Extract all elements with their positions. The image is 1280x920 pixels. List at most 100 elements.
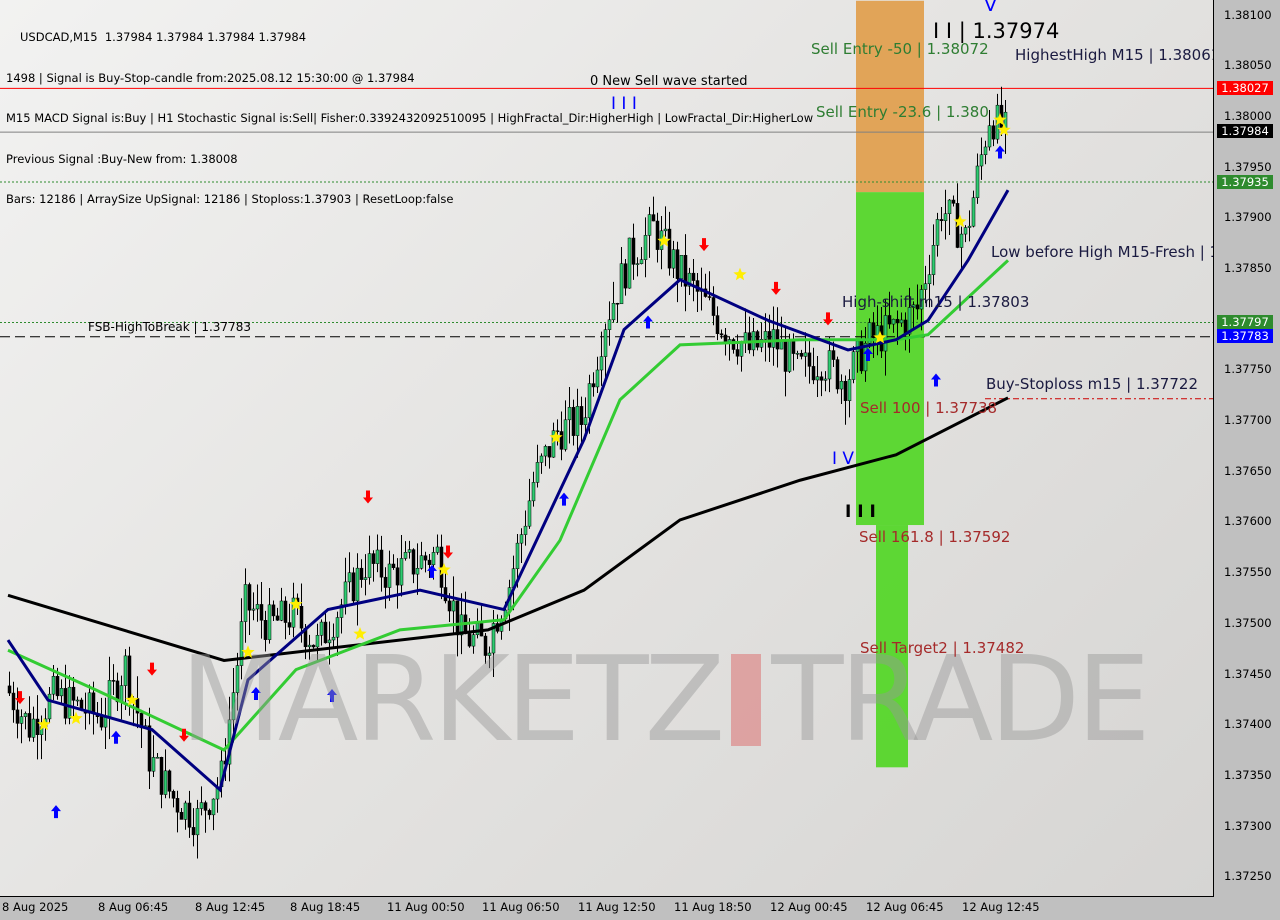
candle-body [827,350,832,380]
time-tick: 8 Aug 12:45 [195,900,266,914]
candle-body [455,600,460,636]
candle-body [279,600,284,621]
candle-body [627,237,632,289]
signal-star-icon [241,645,255,658]
previous-signal-text: Previous Signal :Buy-New from: 1.38008 [6,151,238,166]
candle-body [763,331,768,340]
chart-plot-area[interactable]: MARKETZ TRADE USDCAD,M15 1.37984 1.37984 … [0,0,1214,897]
buy-arrow-icon [643,315,653,329]
candle-body [175,798,180,813]
candle-body [755,331,760,348]
price-chart[interactable] [0,0,1213,896]
candle-body [59,688,64,697]
candle-body [115,680,120,703]
candle-body [291,597,296,628]
candle-body [451,600,456,612]
candle-body [415,568,420,575]
candle-body [671,249,676,269]
candle-body [31,718,36,738]
price-tick: 1.37750 [1224,362,1272,376]
price-badge-blue: 1.37783 [1217,329,1273,343]
bars-info-text: Bars: 12186 | ArraySize UpSignal: 12186 … [6,192,454,206]
price-tick: 1.37250 [1224,869,1272,883]
buy-arrow-icon [931,373,941,387]
candle-body [375,549,380,564]
candle-body [527,500,532,527]
candle-body [707,296,712,298]
highest-high-label: HighestHigh M15 | 1.38061 [1015,46,1214,64]
candle-body [555,430,560,432]
price-tick: 1.37650 [1224,464,1272,478]
candle-body [347,572,352,583]
candle-body [147,725,152,772]
candle-body [231,692,236,721]
candle-body [387,563,392,588]
candle-body [807,352,812,367]
candle-body [759,339,764,348]
candle-body [399,558,404,586]
candle-body [435,546,440,553]
candle-body [339,604,344,618]
candle-body [819,376,824,381]
candle-body [47,693,52,720]
candle-body [27,713,32,738]
price-badge-green: 1.37797 [1217,315,1273,329]
candle-body [423,555,428,561]
candle-body [899,319,904,324]
price-tick: 1.37850 [1224,261,1272,275]
candle-body [799,352,804,357]
candle-body [927,274,932,284]
candle-body [247,584,252,611]
time-tick: 8 Aug 18:45 [290,900,361,914]
candle-body [515,542,520,569]
candle-body [791,340,796,354]
time-tick: 11 Aug 18:50 [674,900,752,914]
candle-body [491,623,496,654]
candle-body [591,383,596,388]
candle-body [75,699,80,702]
price-badge-red: 1.38027 [1217,81,1273,95]
price-tick: 1.37950 [1224,160,1272,174]
candle-body [711,297,716,316]
candle-body [243,584,248,622]
sell-arrow-icon [771,281,781,295]
candle-body [779,341,784,350]
buy-arrow-icon [251,687,261,701]
wave-iv-label: I V [832,449,855,469]
candle-body [323,621,328,644]
candle-body [55,676,60,697]
candle-body [235,665,240,693]
candle-body [571,407,576,436]
price-tick: 1.38100 [1224,8,1272,22]
wave-iii-top-label: I I I [611,94,637,114]
candle-body [651,214,656,222]
candle-body [443,587,448,602]
candle-body [803,352,808,357]
candle-body [911,304,916,308]
candle-body [447,600,452,612]
candle-body [655,220,660,250]
candle-body [939,219,944,222]
candle-body [883,315,888,352]
buy-arrow-icon [51,805,61,819]
fsb-high-to-break-label: FSB-HighToBreak | 1.37783 [88,320,251,334]
sell-100-label: Sell 100 | 1.37738 [860,399,998,417]
signal-star-icon [289,597,303,611]
price-tick: 1.37600 [1224,514,1272,528]
candle-body [635,263,640,265]
candle-body [647,214,652,236]
candle-body [631,237,636,265]
sell-arrow-icon [179,728,189,742]
candle-body [363,577,368,580]
candle-body [535,462,540,483]
candle-body [831,350,836,360]
buy-arrow-icon [995,145,1005,159]
candle-body [343,581,348,606]
symbol-ohlc: USDCAD,M15 1.37984 1.37984 1.37984 1.379… [20,30,307,44]
candle-body [99,716,104,728]
candle-body [847,379,852,401]
sell-arrow-icon [443,545,453,559]
time-tick: 12 Aug 06:45 [866,900,944,914]
moving-average-navy [6,189,1010,793]
candle-body [239,621,244,666]
